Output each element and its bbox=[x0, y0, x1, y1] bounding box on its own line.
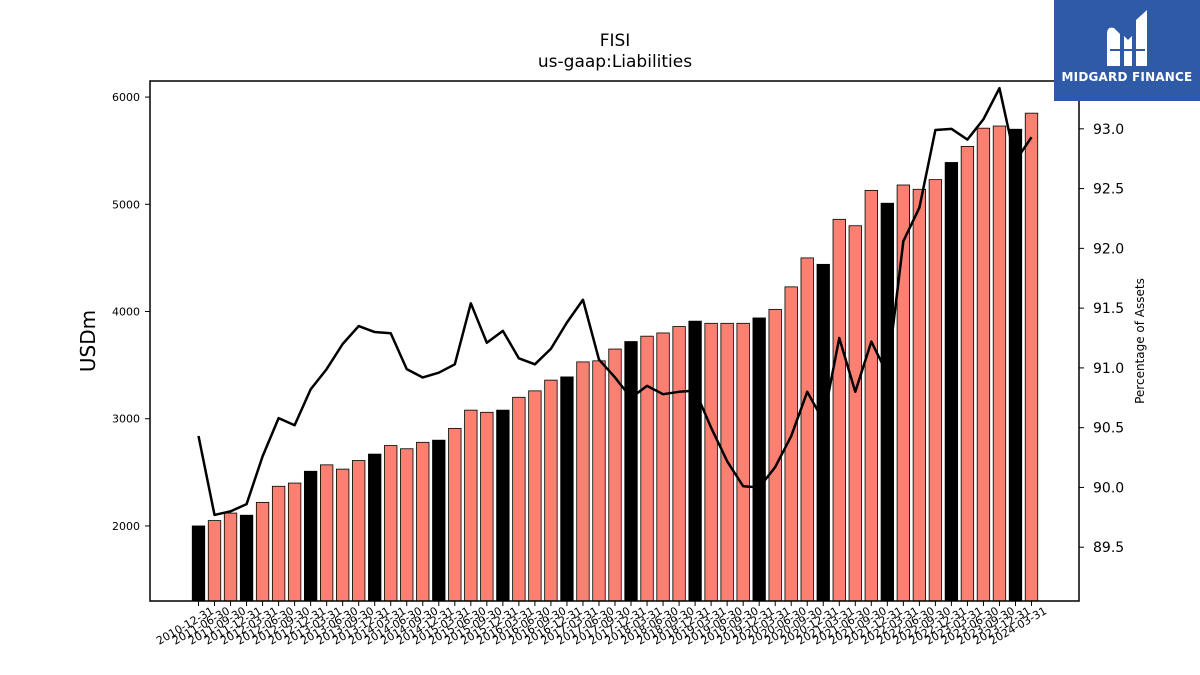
y2-tick-label: 92.0 bbox=[1093, 241, 1124, 257]
bar bbox=[1024, 112, 1039, 602]
bar bbox=[352, 460, 366, 602]
logo-text: MIDGARD FINANCE bbox=[1061, 70, 1193, 84]
bar bbox=[448, 427, 462, 602]
bar bbox=[816, 263, 830, 602]
bar bbox=[736, 322, 750, 602]
chart-title: FISI bbox=[599, 31, 631, 51]
bar bbox=[800, 257, 814, 602]
y-tick-label: 4000 bbox=[112, 306, 140, 319]
x-axis: 2010-12-312011-06-302011-09-302011-12-31… bbox=[154, 601, 1049, 648]
bar bbox=[303, 470, 318, 602]
bar bbox=[464, 409, 478, 602]
bar bbox=[480, 411, 494, 602]
bar bbox=[640, 335, 654, 602]
bar bbox=[239, 514, 254, 602]
y-tick-label: 6000 bbox=[112, 91, 140, 104]
bar bbox=[287, 482, 302, 602]
bar bbox=[848, 225, 862, 602]
bar bbox=[832, 218, 846, 602]
bar bbox=[496, 409, 510, 602]
bar bbox=[271, 485, 286, 602]
bar bbox=[768, 308, 782, 602]
brand-logo: MIDGARD FINANCE bbox=[1054, 0, 1200, 101]
bar bbox=[592, 360, 606, 602]
bar bbox=[624, 341, 638, 602]
bar bbox=[672, 326, 686, 602]
bar bbox=[960, 145, 975, 602]
y2-tick-label: 91.0 bbox=[1093, 361, 1124, 377]
y-tick-label: 5000 bbox=[112, 198, 140, 211]
bar bbox=[416, 441, 430, 602]
bar bbox=[608, 348, 622, 602]
bar bbox=[912, 188, 927, 602]
bar bbox=[384, 445, 398, 602]
bar bbox=[944, 162, 959, 602]
bar bbox=[528, 390, 542, 602]
bar bbox=[223, 512, 238, 602]
y2-tick-label: 89.5 bbox=[1093, 540, 1124, 556]
bar bbox=[992, 125, 1007, 602]
y2-tick-label: 90.0 bbox=[1093, 480, 1124, 496]
bar bbox=[336, 468, 350, 602]
y-axis-label: USDm bbox=[76, 310, 100, 372]
bar bbox=[752, 317, 766, 602]
bars-group bbox=[191, 112, 1039, 602]
bar bbox=[1008, 128, 1023, 602]
bar bbox=[319, 464, 334, 602]
bar bbox=[207, 520, 222, 602]
chart-subtitle: us-gaap:Liabilities bbox=[537, 52, 693, 72]
bar bbox=[512, 396, 526, 602]
logo-icon bbox=[1107, 10, 1147, 67]
bar bbox=[880, 202, 894, 602]
bar bbox=[560, 376, 574, 602]
bar bbox=[704, 322, 718, 602]
bar bbox=[255, 501, 270, 602]
bar bbox=[976, 127, 991, 602]
series-line-percentage-of-assets bbox=[197, 86, 1033, 517]
bar bbox=[544, 379, 558, 602]
y-tick-label: 2000 bbox=[112, 520, 140, 533]
bar bbox=[656, 332, 670, 602]
y2-tick-label: 93.0 bbox=[1093, 122, 1124, 138]
y2-tick-label: 90.5 bbox=[1093, 421, 1124, 437]
y2-axis-label: Percentage of Assets bbox=[1133, 278, 1147, 404]
bar bbox=[400, 448, 414, 602]
bar bbox=[576, 361, 590, 602]
y2-tick-label: 91.5 bbox=[1093, 301, 1124, 317]
bar bbox=[368, 453, 382, 602]
right-axis: 89.5 90.0 90.5 91.0 91.5 92.0 92.5 93.0 bbox=[1079, 122, 1124, 556]
bar bbox=[864, 189, 878, 602]
bar bbox=[432, 439, 446, 602]
bar bbox=[688, 320, 702, 602]
bar bbox=[928, 179, 943, 602]
bar bbox=[191, 525, 206, 602]
y-tick-label: 3000 bbox=[112, 413, 140, 426]
y2-tick-label: 92.5 bbox=[1093, 182, 1124, 198]
line-group bbox=[197, 86, 1033, 517]
left-axis: 2000 3000 4000 5000 6000 bbox=[112, 91, 150, 533]
